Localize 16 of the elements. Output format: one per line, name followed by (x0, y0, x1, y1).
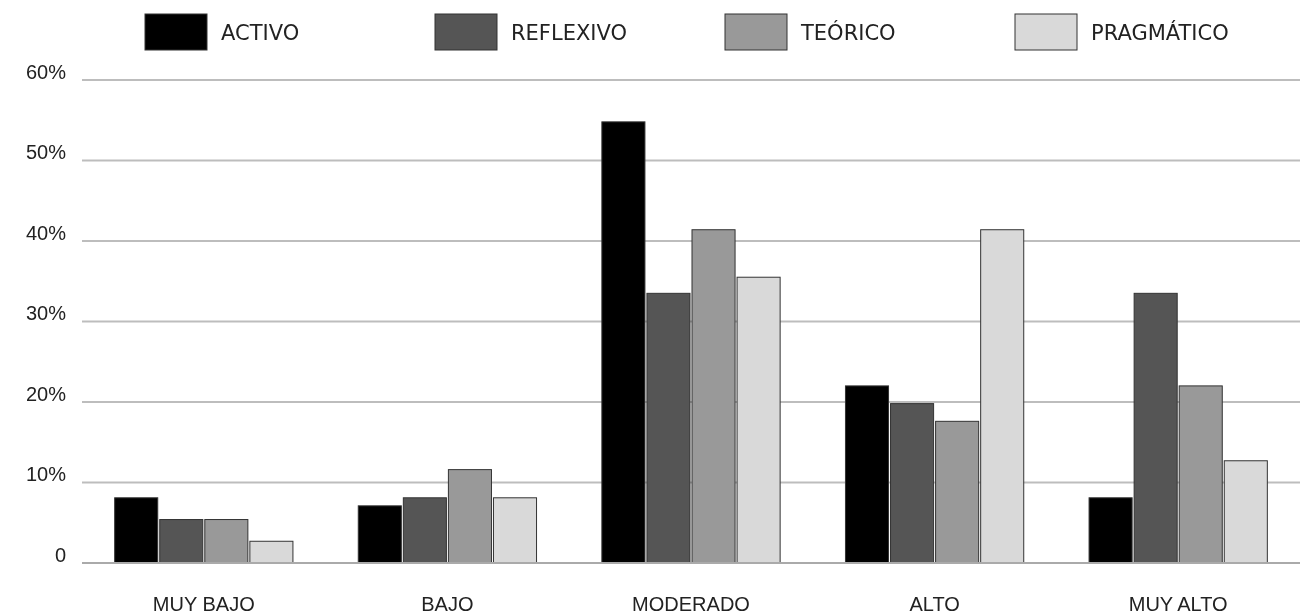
y-tick-label: 50% (25, 141, 67, 163)
x-tick-label: MODERADO (632, 593, 750, 612)
y-tick-label: 40% (25, 221, 67, 244)
y-tick-label: 0 (54, 543, 66, 566)
x-tick-label: MUY ALTO (1128, 593, 1228, 612)
x-tick-label: ALTO (909, 593, 960, 612)
legend-label: TEÓRICO (800, 20, 896, 45)
y-tick-label: 30% (25, 302, 67, 324)
y-tick-label: 10% (25, 463, 67, 485)
x-tick-label: BAJO (421, 593, 474, 612)
y-tick-label: 60% (25, 60, 67, 83)
x-tick-label: MUY BAJO (152, 593, 255, 612)
legend-label: PRAGMÁTICO (1091, 20, 1229, 45)
y-tick-label: 20% (25, 382, 67, 405)
legend-label: ACTIVO (221, 21, 300, 45)
legend-label: REFLEXIVO (511, 21, 628, 45)
